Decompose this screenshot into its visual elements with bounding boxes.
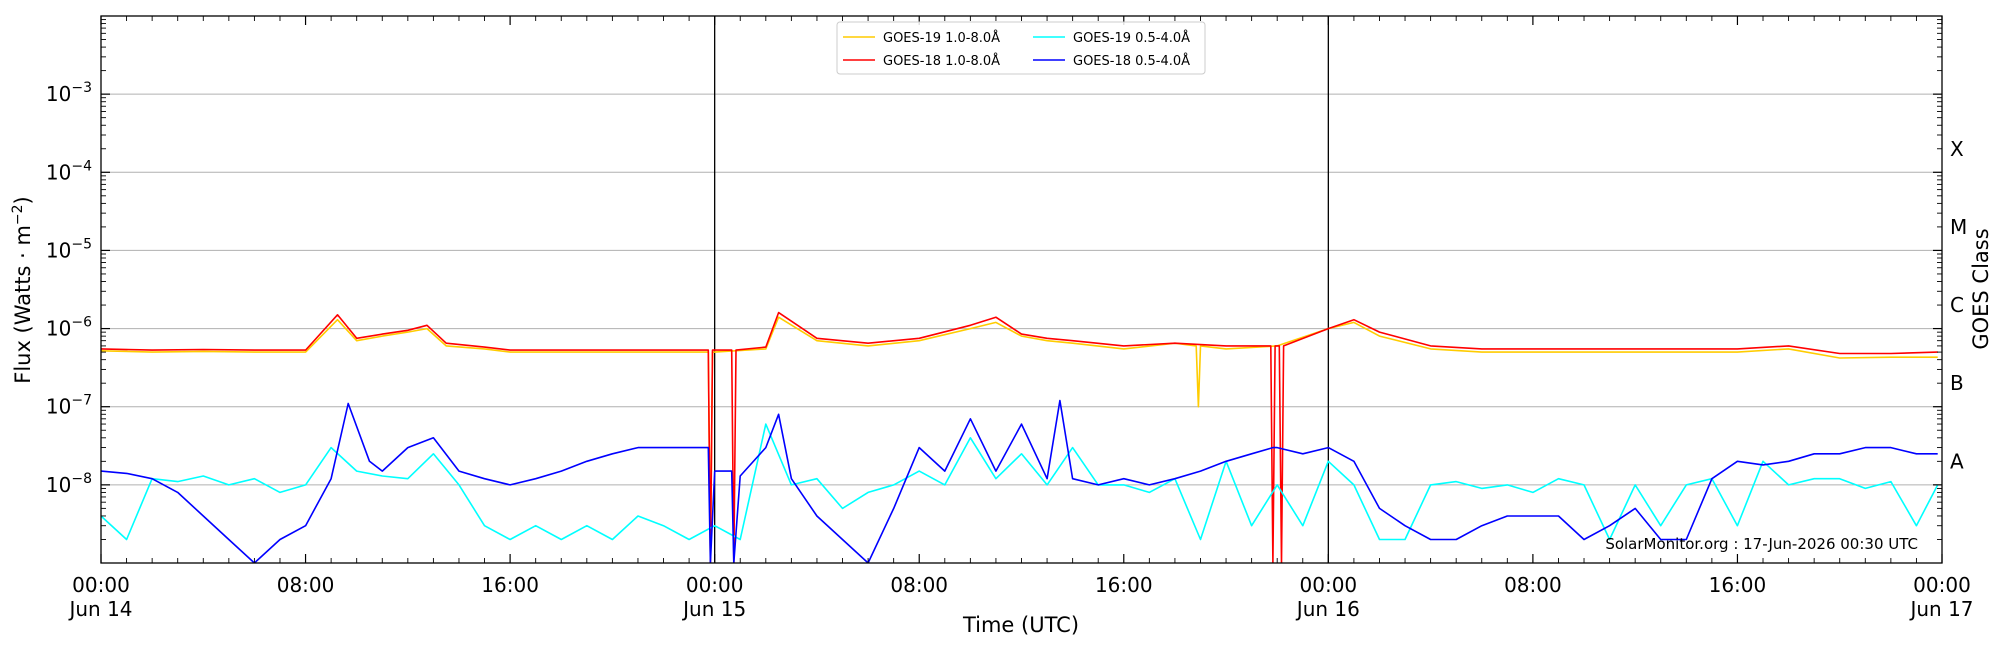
legend-entry: GOES-19 0.5-4.0Å [1073, 30, 1190, 46]
x-axis-label: Time (UTC) [962, 613, 1079, 637]
x-tick-time-label: 08:00 [890, 573, 948, 597]
series-group [101, 311, 1939, 563]
legend: GOES-19 1.0-8.0Å GOES-18 1.0-8.0Å GOES-19 … [836, 21, 1206, 75]
legend-entry: GOES-18 0.5-4.0Å [1073, 53, 1190, 69]
x-tick-time-label: 08:00 [1504, 573, 1562, 597]
y-tick-label: 10−5 [46, 236, 92, 262]
x-tick-time-label: 00:00 [1913, 573, 1971, 597]
goes-class-label: B [1950, 371, 1964, 395]
x-tick-date-label: Jun 15 [681, 597, 746, 621]
grid-lines [101, 93, 1942, 486]
x-tick-time-label: 00:00 [72, 573, 130, 597]
series-line-3 [101, 399, 1938, 563]
goes-class-label: C [1950, 293, 1964, 317]
y-tick-label: 10−4 [46, 158, 92, 184]
legend-entry: GOES-18 1.0-8.0Å [883, 53, 1000, 69]
series-line-1 [101, 311, 1938, 563]
series-line-2 [101, 423, 1939, 541]
goes-class-label: A [1950, 449, 1964, 473]
source-credit: SolarMonitor.org : 17-Jun-2026 00:30 UTC [1605, 535, 1918, 553]
x-tick-time-label: 16:00 [481, 573, 539, 597]
x-tick-time-label: 08:00 [277, 573, 335, 597]
x-tick-time-label: 16:00 [1095, 573, 1153, 597]
y-tick-label: 10−7 [46, 393, 92, 419]
y-tick-label: 10−6 [46, 315, 92, 341]
y-axis-label: Flux (Watts · m−2) [10, 196, 35, 384]
x-tick-time-label: 16:00 [1709, 573, 1767, 597]
x-tick-time-label: 00:00 [686, 573, 744, 597]
goes-class-labels: A B C M X [1950, 137, 1967, 474]
x-tick-date-label: Jun 17 [1908, 597, 1973, 621]
x-tick-date-label: Jun 16 [1295, 597, 1360, 621]
y-axis-ticks: 10−8 10−7 10−6 10−5 10−4 10−3 [46, 19, 1942, 540]
series-line-0 [101, 316, 1938, 563]
goes-class-label: M [1950, 215, 1967, 239]
legend-entry: GOES-19 1.0-8.0Å [883, 30, 1000, 46]
goes-class-label: X [1950, 137, 1964, 161]
x-tick-time-label: 00:00 [1300, 573, 1358, 597]
secondary-y-axis-label: GOES Class [1969, 228, 1993, 349]
x-tick-date-label: Jun 14 [67, 597, 132, 621]
y-tick-label: 10−3 [46, 80, 92, 106]
y-tick-label: 10−8 [46, 471, 92, 497]
legend-box [836, 21, 1206, 75]
